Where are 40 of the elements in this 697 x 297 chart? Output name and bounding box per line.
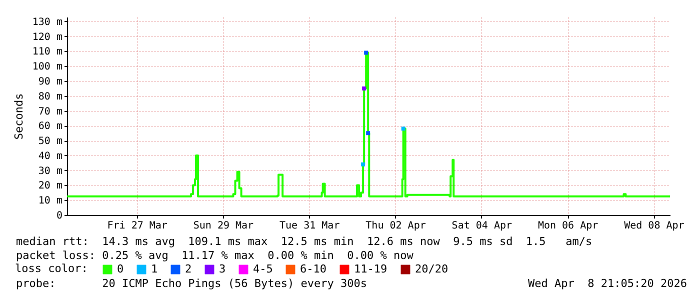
- y-tick-label: 50 m: [38, 136, 62, 148]
- text: median rtt: 14.3 ms avg 109.1 ms max 12.5 ms min 12.6 ms now 9.5 ms sd 1.5 am/s: [16, 235, 592, 248]
- y-tick-label: 40 m: [38, 150, 62, 162]
- legend-label: 4-5: [253, 262, 273, 276]
- legend-label: 3: [219, 262, 226, 276]
- x-tick-label: Tue 31 Mar: [280, 220, 340, 232]
- x-tick-label: Sat 04 Apr: [452, 220, 512, 232]
- text: probe: 20 ICMP Echo Pings (56 Bytes) every 300s: [16, 277, 367, 290]
- x-tick-label: Wed 08 Apr: [624, 220, 684, 232]
- x-tick-label: Fri 27 Mar: [107, 220, 168, 232]
- y-tick-label: 10 m: [38, 196, 62, 207]
- y-tick-label: 60 m: [38, 121, 62, 132]
- x-tick-label: Sun 29 Mar: [193, 220, 254, 232]
- legend-label: 6-10: [300, 262, 326, 276]
- point: [401, 126, 406, 131]
- x-tick-label: Thu 02 Apr: [366, 220, 426, 232]
- y-tick-label: 0: [56, 210, 62, 222]
- y-tick-label: 110 m: [32, 46, 62, 58]
- point: [361, 162, 366, 166]
- y-tick-label: 80 m: [38, 91, 62, 102]
- y-tick-label: 20 m: [38, 180, 62, 192]
- text: Wed Apr 8 21:05:20 2026: [528, 277, 687, 290]
- legend-label: 2: [185, 262, 192, 276]
- y-tick-label: 90 m: [38, 76, 62, 88]
- x-tick-label: Mon 06 Apr: [538, 220, 598, 232]
- y-tick-label: 70 m: [38, 106, 62, 118]
- point: [364, 50, 368, 55]
- point: [366, 131, 370, 136]
- legend-label: 1: [151, 262, 158, 276]
- legend-label: 20/20: [415, 262, 448, 276]
- text: packet loss: 0.25 % avg 11.17 % max 0.00 % min 0.00 % now: [16, 249, 414, 262]
- y-tick-label: 130 m: [32, 16, 62, 28]
- legend-label: 0: [117, 262, 124, 276]
- y-tick-label: 120 m: [32, 32, 62, 43]
- legend-title: loss color:: [15, 262, 88, 275]
- legend-label: 11-19: [354, 262, 388, 276]
- y-axis-title: Seconds: [12, 93, 26, 140]
- point: [362, 86, 366, 90]
- y-tick-label: 100 m: [32, 62, 62, 73]
- y-tick-label: 30 m: [38, 166, 62, 177]
